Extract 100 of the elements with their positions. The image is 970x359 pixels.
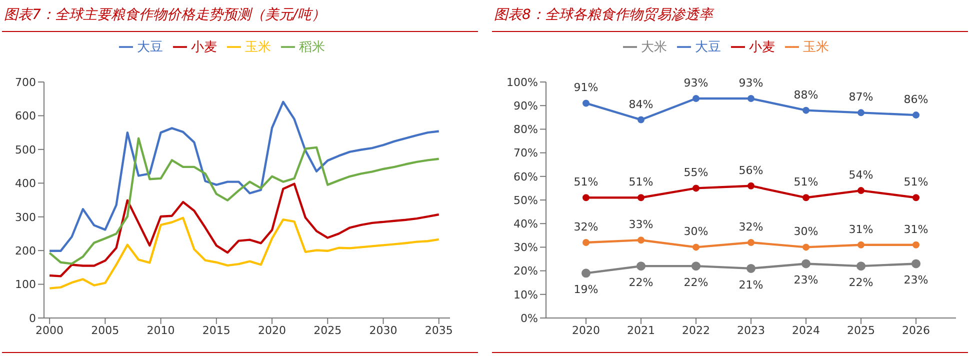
x-tick-label: 2020 bbox=[572, 324, 600, 337]
point bbox=[802, 194, 810, 202]
point bbox=[912, 241, 920, 248]
x-tick-label: 2021 bbox=[627, 324, 655, 337]
legend-label: 大豆 bbox=[137, 40, 163, 55]
data-label: 56% bbox=[738, 164, 764, 177]
x-tick-label: 2022 bbox=[682, 324, 710, 337]
point bbox=[802, 106, 810, 114]
point bbox=[748, 182, 754, 190]
chart-title: 图表7：全球主要粮食作物价格走势预测（美元/吨） bbox=[4, 6, 326, 24]
y-tick-label: 0 bbox=[29, 312, 36, 325]
line-series bbox=[48, 182, 440, 278]
x-tick-label: 2020 bbox=[258, 324, 286, 337]
y-tick-label: 200 bbox=[15, 244, 36, 258]
y-tick-label: 0% bbox=[520, 312, 538, 325]
data-label: 84% bbox=[628, 98, 654, 111]
y-tick-label: 80% bbox=[514, 123, 538, 136]
data-label: 30% bbox=[794, 225, 818, 238]
y-tick-label: 30% bbox=[514, 241, 538, 254]
x-tick-label: 2010 bbox=[146, 324, 175, 337]
data-label: 55% bbox=[684, 166, 708, 180]
x-tick-label: 2024 bbox=[792, 324, 820, 337]
x-tick-label: 2030 bbox=[369, 324, 398, 337]
point bbox=[692, 244, 700, 251]
legend-label: 大米 bbox=[641, 40, 667, 55]
data-label: 23% bbox=[794, 274, 818, 287]
legend-label: 玉米 bbox=[803, 40, 829, 55]
point bbox=[802, 259, 810, 268]
line-series bbox=[48, 100, 440, 252]
line-series bbox=[48, 137, 440, 265]
point bbox=[638, 194, 644, 202]
data-label: 22% bbox=[848, 276, 874, 290]
chart-title: 图表8：全球各粮食作物贸易渗透率 bbox=[494, 6, 713, 24]
legend-label: 大豆 bbox=[695, 40, 721, 55]
x-tick-label: 2000 bbox=[36, 324, 64, 337]
data-label: 30% bbox=[684, 225, 708, 238]
data-label: 51% bbox=[628, 176, 654, 189]
point bbox=[748, 238, 754, 246]
point bbox=[692, 262, 700, 271]
data-label: 32% bbox=[574, 220, 598, 234]
y-tick-label: 60% bbox=[514, 170, 538, 184]
y-tick-label: 100 bbox=[15, 278, 36, 292]
x-tick-label: 2025 bbox=[314, 324, 342, 337]
point bbox=[582, 268, 590, 278]
point bbox=[912, 112, 920, 119]
point bbox=[858, 109, 864, 116]
y-tick-label: 90% bbox=[514, 100, 538, 113]
y-tick-label: 50% bbox=[514, 194, 538, 207]
legend-label: 玉米 bbox=[245, 40, 271, 55]
data-label: 19% bbox=[574, 283, 598, 296]
point bbox=[802, 244, 810, 251]
x-tick-label: 2015 bbox=[202, 324, 230, 337]
point bbox=[858, 187, 864, 194]
y-tick-label: 40% bbox=[514, 218, 538, 231]
x-tick-label: 2023 bbox=[737, 324, 765, 337]
point bbox=[582, 238, 590, 246]
point bbox=[582, 100, 590, 107]
legend-label: 小麦 bbox=[749, 40, 775, 55]
data-label: 23% bbox=[904, 274, 928, 287]
y-tick-label: 300 bbox=[15, 210, 36, 224]
point bbox=[748, 95, 754, 102]
data-label: 93% bbox=[738, 76, 764, 90]
data-label: 86% bbox=[904, 93, 928, 106]
point bbox=[746, 264, 756, 273]
data-label: 21% bbox=[738, 278, 764, 292]
data-label: 22% bbox=[628, 276, 654, 290]
point bbox=[638, 236, 644, 244]
point bbox=[636, 262, 646, 271]
point bbox=[638, 116, 644, 124]
y-tick-label: 600 bbox=[15, 110, 36, 123]
data-label: 51% bbox=[904, 176, 928, 189]
data-label: 32% bbox=[738, 220, 764, 234]
y-tick-label: 20% bbox=[514, 264, 538, 278]
y-tick-label: 100% bbox=[506, 76, 538, 89]
data-label: 33% bbox=[628, 218, 654, 232]
data-label: 31% bbox=[848, 222, 874, 236]
data-label: 93% bbox=[684, 76, 708, 90]
y-tick-label: 400 bbox=[15, 177, 36, 190]
data-label: 22% bbox=[684, 276, 708, 290]
legend-label: 小麦 bbox=[191, 40, 217, 55]
point bbox=[692, 184, 700, 192]
point bbox=[858, 241, 864, 248]
y-tick-label: 700 bbox=[15, 76, 36, 89]
point bbox=[912, 259, 920, 268]
point bbox=[582, 194, 590, 202]
data-label: 54% bbox=[848, 168, 874, 182]
data-label: 31% bbox=[904, 222, 928, 236]
line-series bbox=[48, 216, 440, 290]
point bbox=[912, 194, 920, 202]
data-label: 88% bbox=[794, 88, 818, 102]
y-tick-label: 10% bbox=[514, 288, 538, 302]
data-label: 87% bbox=[848, 90, 874, 104]
data-label: 51% bbox=[574, 176, 598, 189]
data-label: 91% bbox=[574, 81, 598, 94]
y-tick-label: 70% bbox=[514, 146, 538, 160]
x-tick-label: 2026 bbox=[902, 324, 930, 337]
x-tick-label: 2035 bbox=[424, 324, 453, 337]
x-tick-label: 2005 bbox=[91, 324, 120, 337]
y-tick-label: 500 bbox=[15, 143, 36, 156]
point bbox=[856, 262, 866, 271]
